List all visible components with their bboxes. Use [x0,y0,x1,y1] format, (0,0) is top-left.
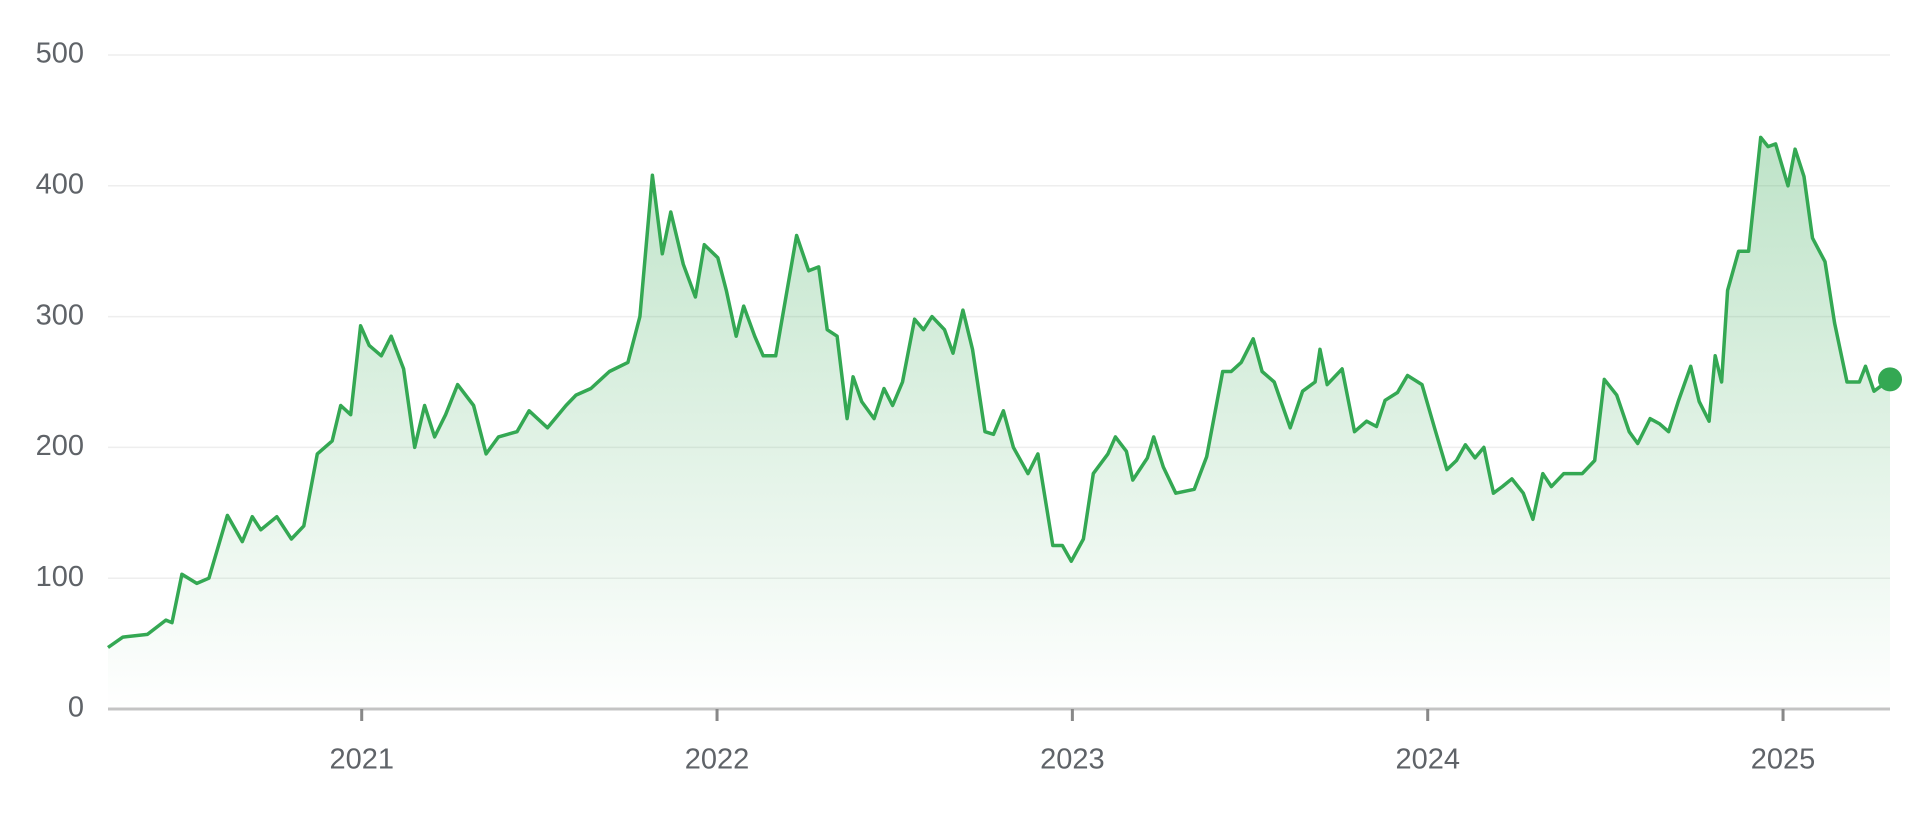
y-tick-label: 500 [36,38,84,70]
x-tick-label: 2025 [1751,744,1816,776]
y-tick-label: 100 [36,561,84,593]
x-tick-label: 2024 [1395,744,1460,776]
x-tick-label: 2021 [329,744,394,776]
y-tick-label: 0 [68,692,84,724]
x-tick-label: 2022 [685,744,750,776]
last-point [1878,367,1902,392]
x-tick-label: 2023 [1040,744,1105,776]
y-tick-label: 200 [36,430,84,462]
line [106,135,1892,649]
y-tick-label: 400 [36,168,84,200]
y-tick-label: 300 [36,299,84,331]
